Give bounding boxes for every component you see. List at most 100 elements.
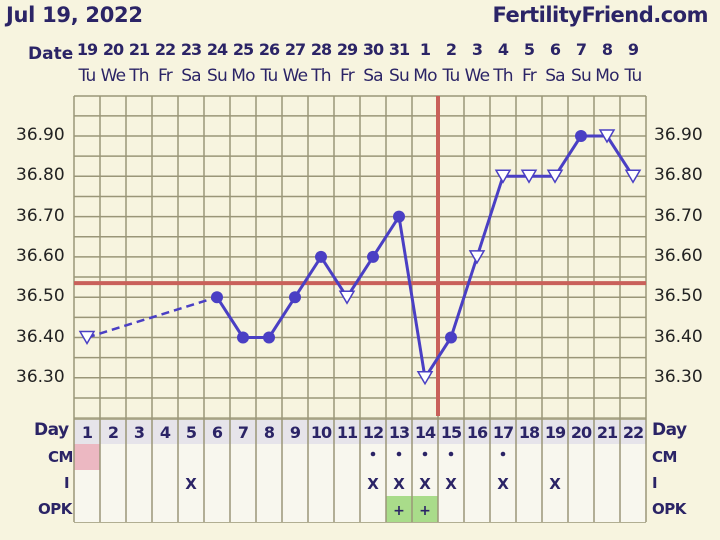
intercourse-cell[interactable] <box>204 470 230 496</box>
intercourse-cell[interactable] <box>308 470 334 496</box>
cm-cell[interactable] <box>542 444 568 470</box>
temp-triangle-marker[interactable] <box>494 169 512 184</box>
opk-cell[interactable] <box>490 496 516 522</box>
cm-cell[interactable] <box>360 444 386 470</box>
intercourse-cell[interactable] <box>178 470 204 496</box>
opk-cell[interactable] <box>412 496 438 522</box>
cm-cell[interactable] <box>74 444 100 470</box>
opk-cell[interactable] <box>594 496 620 522</box>
temp-dot-marker[interactable] <box>315 250 327 263</box>
cm-cell[interactable] <box>490 444 516 470</box>
brand-logo[interactable]: FertilityFriend.com <box>492 3 709 27</box>
cycle-day-number: 13 <box>389 423 409 442</box>
cm-cell[interactable] <box>100 444 126 470</box>
cm-cell[interactable] <box>152 444 178 470</box>
intercourse-cell[interactable] <box>412 470 438 496</box>
opk-cell[interactable] <box>438 496 464 522</box>
cm-cell[interactable] <box>516 444 542 470</box>
opk-cell[interactable] <box>100 496 126 522</box>
cm-cell[interactable] <box>568 444 594 470</box>
temp-dot-marker[interactable] <box>237 331 249 344</box>
temp-triangle-marker[interactable] <box>338 290 356 305</box>
day-cell <box>438 420 464 444</box>
intercourse-cell[interactable] <box>594 470 620 496</box>
opk-cell[interactable] <box>308 496 334 522</box>
temp-triangle-marker[interactable] <box>624 169 642 184</box>
cm-cell[interactable] <box>126 444 152 470</box>
opk-cell[interactable] <box>256 496 282 522</box>
temp-triangle-marker[interactable] <box>468 250 486 265</box>
date-number: 29 <box>336 40 358 59</box>
intercourse-cell[interactable] <box>386 470 412 496</box>
cm-row-label: CM <box>48 448 73 466</box>
intercourse-row-label-right: I <box>652 474 658 492</box>
cm-cell[interactable] <box>464 444 490 470</box>
cm-dot-icon <box>422 451 428 457</box>
date-number: 2 <box>445 40 457 59</box>
cm-cell[interactable] <box>308 444 334 470</box>
cm-cell[interactable] <box>438 444 464 470</box>
day-cell <box>412 420 438 444</box>
intercourse-cell[interactable] <box>126 470 152 496</box>
cm-cell[interactable] <box>594 444 620 470</box>
intercourse-cell[interactable] <box>516 470 542 496</box>
opk-cell[interactable] <box>516 496 542 522</box>
cm-cell[interactable] <box>230 444 256 470</box>
day-cell <box>204 420 230 444</box>
temp-triangle-marker[interactable] <box>598 129 616 144</box>
cm-cell[interactable] <box>282 444 308 470</box>
opk-cell[interactable] <box>74 496 100 522</box>
intercourse-cell[interactable] <box>74 470 100 496</box>
intercourse-cell[interactable] <box>360 470 386 496</box>
cm-cell[interactable] <box>204 444 230 470</box>
temp-triangle-marker[interactable] <box>78 330 96 345</box>
opk-cell[interactable] <box>126 496 152 522</box>
intercourse-cell[interactable] <box>438 470 464 496</box>
intercourse-cell[interactable] <box>256 470 282 496</box>
intercourse-cell[interactable] <box>620 470 646 496</box>
temp-triangle-marker[interactable] <box>416 371 434 386</box>
opk-cell[interactable] <box>282 496 308 522</box>
opk-cell[interactable] <box>152 496 178 522</box>
cm-cell[interactable] <box>620 444 646 470</box>
temp-dot-marker[interactable] <box>367 250 379 263</box>
day-cell <box>516 420 542 444</box>
opk-cell[interactable] <box>568 496 594 522</box>
opk-cell[interactable] <box>230 496 256 522</box>
opk-cell[interactable] <box>360 496 386 522</box>
temp-dot-marker[interactable] <box>445 331 457 344</box>
cm-cell[interactable] <box>334 444 360 470</box>
opk-cell[interactable] <box>204 496 230 522</box>
cm-cell[interactable] <box>178 444 204 470</box>
intercourse-cell[interactable] <box>464 470 490 496</box>
opk-cell[interactable] <box>542 496 568 522</box>
y-tick-right: 36.70 <box>654 205 703 226</box>
intercourse-cell[interactable] <box>542 470 568 496</box>
intercourse-cell[interactable] <box>334 470 360 496</box>
intercourse-cell[interactable] <box>568 470 594 496</box>
intercourse-cell[interactable] <box>230 470 256 496</box>
temp-triangle-marker[interactable] <box>520 169 538 184</box>
temp-dot-marker[interactable] <box>211 291 223 304</box>
intercourse-cell[interactable] <box>282 470 308 496</box>
opk-cell[interactable] <box>178 496 204 522</box>
opk-cell[interactable] <box>620 496 646 522</box>
day-cell <box>360 420 386 444</box>
cm-cell[interactable] <box>412 444 438 470</box>
opk-cell[interactable] <box>464 496 490 522</box>
temp-dot-marker[interactable] <box>263 331 275 344</box>
opk-cell[interactable] <box>386 496 412 522</box>
intercourse-cell[interactable] <box>152 470 178 496</box>
day-cell <box>386 420 412 444</box>
intercourse-cell[interactable] <box>490 470 516 496</box>
temp-dot-marker[interactable] <box>289 291 301 304</box>
temp-dot-marker[interactable] <box>393 210 405 223</box>
cm-cell[interactable] <box>386 444 412 470</box>
day-cell <box>230 420 256 444</box>
opk-cell[interactable] <box>334 496 360 522</box>
temp-triangle-marker[interactable] <box>546 169 564 184</box>
intercourse-mark: X <box>445 475 457 493</box>
intercourse-cell[interactable] <box>100 470 126 496</box>
temp-dot-marker[interactable] <box>575 130 587 142</box>
cm-cell[interactable] <box>256 444 282 470</box>
